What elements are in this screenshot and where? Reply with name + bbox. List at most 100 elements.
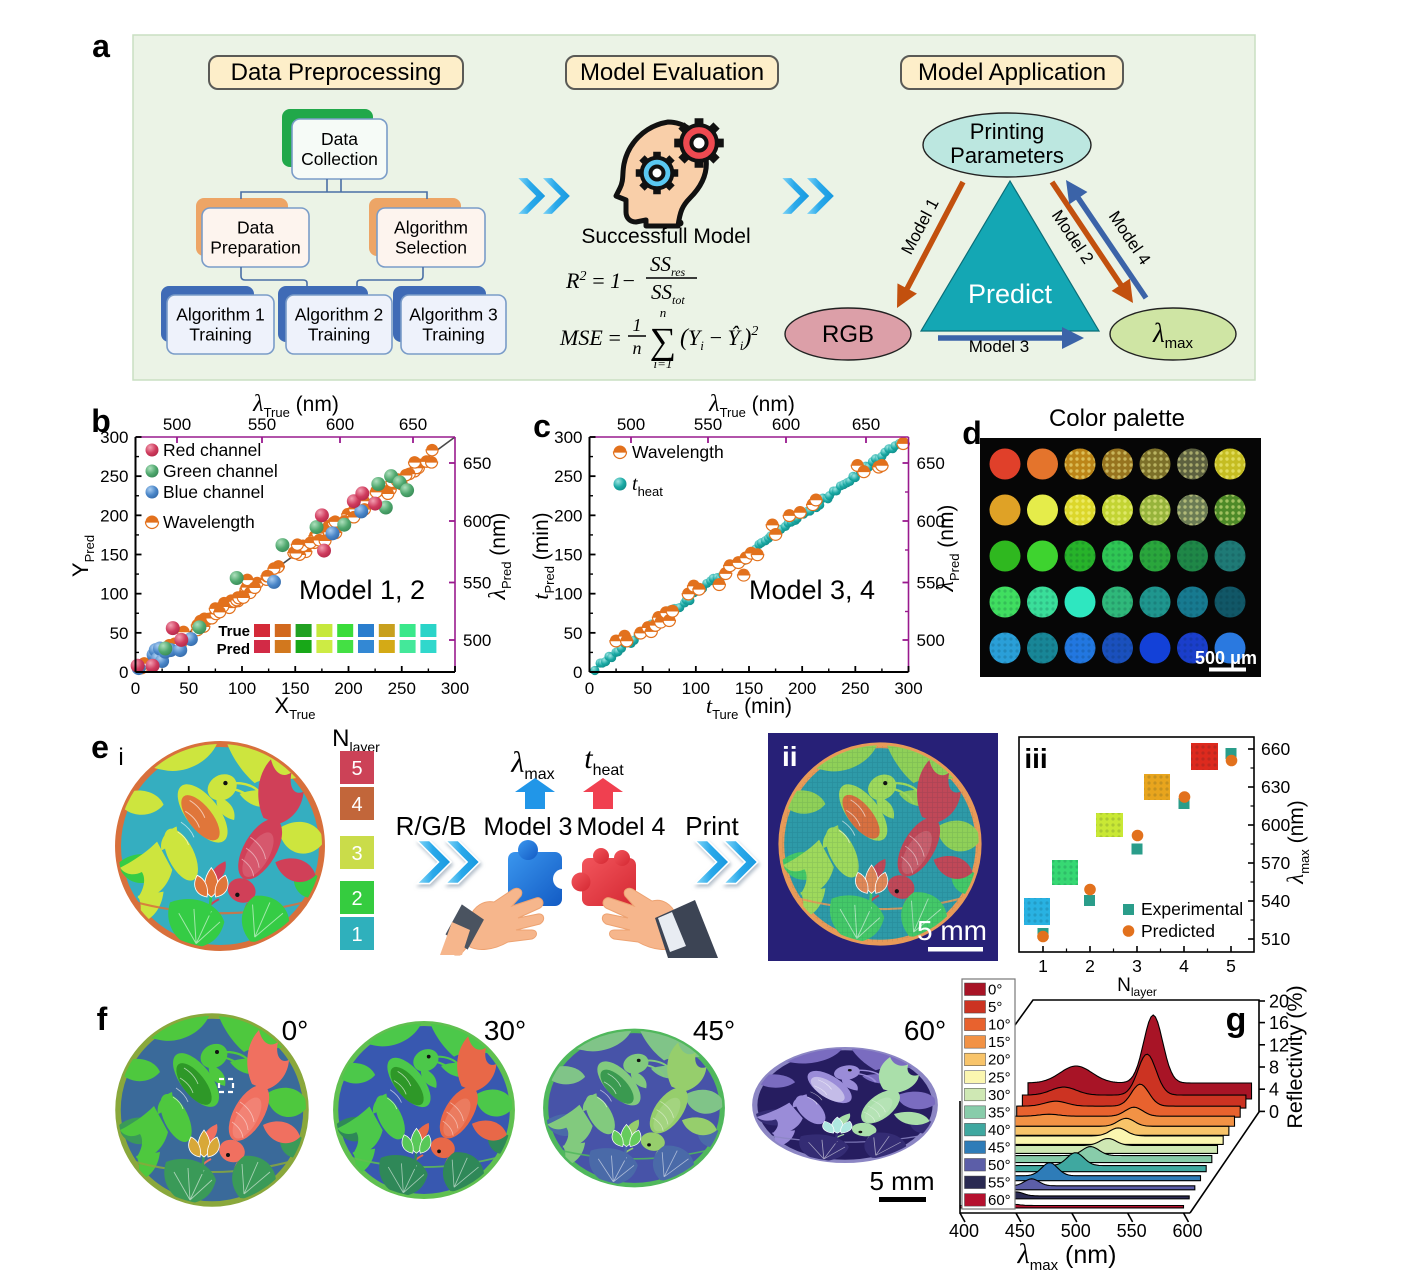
svg-text:i=1: i=1	[654, 356, 673, 371]
svg-text:Red channel: Red channel	[163, 440, 261, 460]
svg-text:Preparation: Preparation	[210, 238, 300, 258]
svg-text:XTrue: XTrue	[275, 693, 316, 722]
svg-text:5: 5	[1226, 956, 1236, 976]
svg-text:50: 50	[564, 624, 583, 643]
svg-text:540: 540	[1261, 891, 1290, 911]
svg-text:5: 5	[351, 758, 362, 780]
svg-text:600: 600	[917, 512, 945, 531]
svg-text:650: 650	[852, 415, 880, 434]
svg-text:ii: ii	[782, 741, 798, 772]
svg-text:λmax: λmax	[1152, 318, 1194, 352]
svg-text:250: 250	[388, 679, 416, 698]
svg-text:n: n	[633, 338, 642, 358]
svg-text:Nlayer: Nlayer	[1117, 975, 1157, 999]
svg-text:0: 0	[573, 663, 582, 682]
svg-text:b: b	[91, 403, 111, 439]
svg-text:tPred (min): tPred (min)	[528, 512, 557, 599]
svg-text:Model 3, 4: Model 3, 4	[749, 575, 875, 605]
svg-text:25°: 25°	[988, 1069, 1011, 1086]
svg-text:50°: 50°	[988, 1157, 1011, 1174]
svg-text:3: 3	[1132, 956, 1142, 976]
svg-text:600: 600	[326, 415, 354, 434]
svg-text:450: 450	[1005, 1221, 1035, 1241]
svg-text:150: 150	[281, 679, 309, 698]
svg-text:20: 20	[1269, 992, 1289, 1012]
svg-text:RGB: RGB	[822, 321, 874, 348]
svg-text:∑: ∑	[650, 321, 676, 362]
svg-text:650: 650	[399, 415, 427, 434]
svg-text:Model Evaluation: Model Evaluation	[580, 59, 764, 86]
svg-text:Training: Training	[189, 325, 252, 345]
svg-text:Model 4: Model 4	[577, 813, 666, 841]
svg-text:100: 100	[100, 585, 128, 604]
svg-text:5°: 5°	[988, 999, 1002, 1016]
svg-text:tTure (min): tTure (min)	[706, 693, 792, 722]
svg-text:SSres: SSres	[650, 252, 686, 279]
svg-text:630: 630	[1261, 777, 1290, 797]
svg-text:Wavelength: Wavelength	[632, 442, 724, 462]
svg-text:510: 510	[1261, 929, 1290, 949]
svg-text:0°: 0°	[282, 1015, 309, 1046]
svg-text:660: 660	[1261, 739, 1290, 759]
svg-text:theat: theat	[632, 473, 663, 499]
svg-text:Model 1, 2: Model 1, 2	[299, 575, 425, 605]
svg-text:e: e	[91, 729, 109, 765]
svg-text:1: 1	[1038, 956, 1048, 976]
svg-text:λPred (nm): λPred (nm)	[933, 505, 962, 593]
svg-text:300: 300	[554, 428, 582, 447]
svg-text:550: 550	[917, 574, 945, 593]
svg-text:Green channel: Green channel	[163, 461, 278, 481]
svg-text:150: 150	[100, 546, 128, 565]
svg-text:150: 150	[554, 546, 582, 565]
svg-text:600: 600	[1261, 815, 1290, 835]
svg-text:500 μm: 500 μm	[1195, 648, 1257, 668]
svg-text:0: 0	[119, 663, 128, 682]
svg-text:500: 500	[1061, 1221, 1091, 1241]
svg-text:570: 570	[1261, 853, 1290, 873]
svg-text:550: 550	[463, 574, 491, 593]
svg-text:Data: Data	[321, 129, 358, 149]
svg-text:0°: 0°	[988, 982, 1002, 999]
svg-text:30°: 30°	[484, 1015, 526, 1046]
svg-text:Training: Training	[308, 325, 371, 345]
svg-text:100: 100	[682, 679, 710, 698]
svg-text:150: 150	[735, 679, 763, 698]
svg-text:500: 500	[617, 415, 645, 434]
svg-text:16: 16	[1269, 1013, 1289, 1033]
svg-text:300: 300	[894, 679, 922, 698]
svg-text:Nlayer: Nlayer	[332, 725, 380, 755]
svg-text:d: d	[962, 415, 982, 451]
svg-text:λmax (nm): λmax (nm)	[1283, 800, 1312, 885]
svg-text:Pred: Pred	[217, 641, 250, 658]
svg-text:45°: 45°	[988, 1139, 1011, 1156]
svg-text:0: 0	[131, 679, 140, 698]
svg-text:15°: 15°	[988, 1034, 1011, 1051]
svg-text:Experimental: Experimental	[1141, 899, 1243, 919]
svg-text:True: True	[218, 623, 250, 640]
svg-text:400: 400	[949, 1221, 979, 1241]
svg-text:MSE =: MSE =	[559, 325, 622, 350]
svg-text:Data: Data	[237, 218, 274, 238]
svg-text:theat: theat	[584, 742, 624, 779]
svg-text:500: 500	[163, 415, 191, 434]
svg-text:a: a	[92, 28, 110, 64]
svg-text:55°: 55°	[988, 1175, 1011, 1192]
svg-text:200: 200	[334, 679, 362, 698]
svg-text:550: 550	[694, 415, 722, 434]
svg-text:Parameters: Parameters	[950, 143, 1064, 168]
svg-text:Successfull Model: Successfull Model	[581, 225, 750, 248]
svg-text:Print: Print	[685, 811, 739, 841]
svg-text:SStot: SStot	[651, 280, 685, 307]
svg-text:Selection: Selection	[395, 238, 467, 258]
svg-text:Data Preprocessing: Data Preprocessing	[231, 59, 442, 86]
svg-text:n: n	[660, 305, 667, 320]
svg-text:0: 0	[585, 679, 594, 698]
svg-text:g: g	[1226, 1001, 1247, 1039]
svg-text:60°: 60°	[988, 1192, 1011, 1209]
svg-text:R/G/B: R/G/B	[396, 811, 467, 841]
svg-text:100: 100	[228, 679, 256, 698]
svg-text:40°: 40°	[988, 1122, 1011, 1139]
svg-text:λTrue (nm): λTrue (nm)	[708, 391, 795, 420]
svg-text:300: 300	[441, 679, 469, 698]
svg-text:50: 50	[633, 679, 652, 698]
